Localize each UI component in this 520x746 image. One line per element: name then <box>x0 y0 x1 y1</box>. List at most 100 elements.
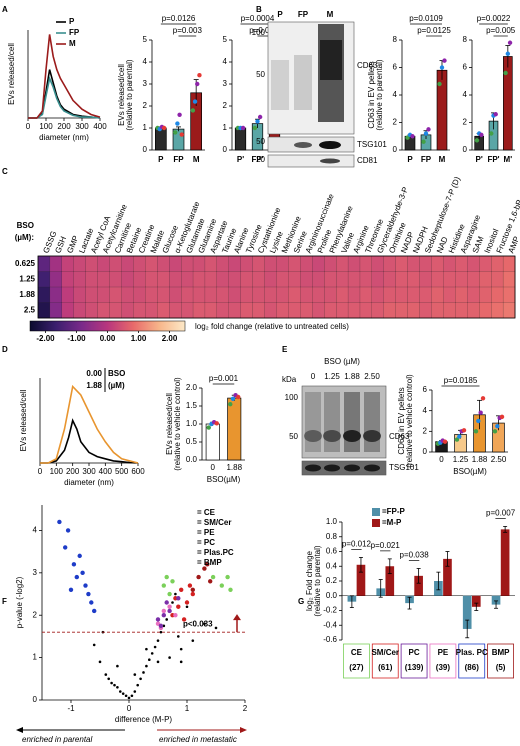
scatter-point <box>124 694 128 698</box>
data-point <box>230 396 236 401</box>
y-tick-label: 0 <box>393 145 398 154</box>
heatmap-cell <box>276 302 289 319</box>
row-title: BSO <box>17 221 34 230</box>
heatmap-cell <box>73 271 87 288</box>
heatmap-cell <box>264 286 277 303</box>
scatter-point <box>130 694 134 698</box>
data-point <box>480 396 486 401</box>
line-series <box>40 418 139 464</box>
legend-label: = PC <box>197 538 215 547</box>
panel-label: C <box>2 167 8 176</box>
heatmap-cell <box>467 302 480 319</box>
heatmap-cell <box>192 286 206 303</box>
heatmap-cell <box>467 255 480 272</box>
data-point <box>190 108 196 113</box>
heatmap-cell <box>347 255 361 272</box>
heatmap-cell <box>204 302 218 319</box>
data-point <box>214 421 219 426</box>
y-axis-label: CD63 in EV pellets <box>397 387 406 454</box>
heatmap-cell <box>181 286 194 303</box>
data-point <box>492 429 498 434</box>
scatter-point <box>104 673 108 676</box>
y-tick-label: 3 <box>223 79 228 88</box>
heatmap-cell <box>383 286 397 303</box>
lane-label: FP <box>298 10 309 19</box>
heatmap-cell <box>157 271 170 288</box>
heatmap-cell <box>407 286 420 303</box>
category-box <box>429 643 457 679</box>
data-point <box>495 423 500 429</box>
x-tick-label: 2 <box>243 704 248 713</box>
y-tick-label: 3 <box>33 568 38 577</box>
y-axis-label: (relative to parental) <box>313 545 322 616</box>
heatmap-cell <box>479 302 492 319</box>
scatter-point <box>203 622 206 625</box>
x-tick-label: M <box>193 155 200 164</box>
heatmap-cell <box>431 271 444 288</box>
scatter-point <box>228 587 233 592</box>
row-label: 1.25 <box>19 274 35 283</box>
x-tick-label: P <box>407 155 413 164</box>
heatmap-cell <box>502 302 516 319</box>
heatmap-cell <box>479 255 492 272</box>
category-box <box>371 643 399 679</box>
heatmap-cell <box>479 286 492 303</box>
y-axis-label: CD63 in EV pellets <box>367 61 376 128</box>
heatmap-cell <box>276 271 289 288</box>
heatmap-cell <box>455 255 468 272</box>
y-tick-label: 0 <box>223 145 228 154</box>
data-point <box>179 132 184 137</box>
count-label: (39) <box>436 663 451 672</box>
scatter-point <box>121 692 125 695</box>
heatmap-cell <box>467 286 480 303</box>
scatter-point <box>98 660 102 664</box>
heatmap-cell <box>145 302 158 319</box>
legend-label: M <box>69 39 76 48</box>
heatmap-cell <box>145 255 158 272</box>
blot-band <box>323 430 341 442</box>
data-point <box>439 65 445 70</box>
heatmap-cell <box>431 255 444 272</box>
y-tick-label: 3 <box>143 79 148 88</box>
y-tick-label: -0.4 <box>323 620 337 629</box>
scatter-point <box>65 528 71 533</box>
bar <box>443 558 452 596</box>
heatmap-cell <box>204 286 218 303</box>
x-tick-label: CE <box>351 648 363 657</box>
heatmap-cell <box>395 255 409 272</box>
heatmap-cell <box>228 255 242 272</box>
scatter-point <box>168 656 171 659</box>
heatmap-cell <box>419 302 432 319</box>
p-value: p=0.0185 <box>444 376 478 385</box>
data-point <box>236 394 241 400</box>
heatmap-cell <box>109 271 122 288</box>
x-tick-label: P <box>158 155 164 164</box>
heatmap-cell <box>61 286 75 303</box>
legend-title: (µM) <box>108 381 125 390</box>
y-tick-label: 0 <box>143 145 148 154</box>
data-point <box>161 125 167 131</box>
p-value: p=0.0125 <box>417 26 451 35</box>
heatmap-cell <box>419 255 432 272</box>
heatmap-cell <box>121 302 134 319</box>
bar <box>500 529 510 596</box>
scatter-point <box>171 601 174 604</box>
heatmap-cell <box>252 302 265 319</box>
heatmap-cell <box>312 286 325 303</box>
legend-label: =M-P <box>382 518 402 527</box>
bar <box>414 575 423 596</box>
x-tick-label: P' <box>476 155 483 164</box>
data-point <box>493 112 498 117</box>
lane-label: 1.25 <box>324 372 340 381</box>
data-point <box>437 81 442 87</box>
scatter-point <box>187 583 193 588</box>
data-point <box>410 134 415 139</box>
heatmap-cell <box>97 255 110 272</box>
legend-label: = CE <box>197 508 216 517</box>
count-label: (86) <box>465 663 480 672</box>
y-tick-label: 4 <box>423 406 428 415</box>
heatmap-cell <box>371 286 385 303</box>
blot-smear <box>324 392 340 452</box>
lane-label: P <box>277 10 283 19</box>
